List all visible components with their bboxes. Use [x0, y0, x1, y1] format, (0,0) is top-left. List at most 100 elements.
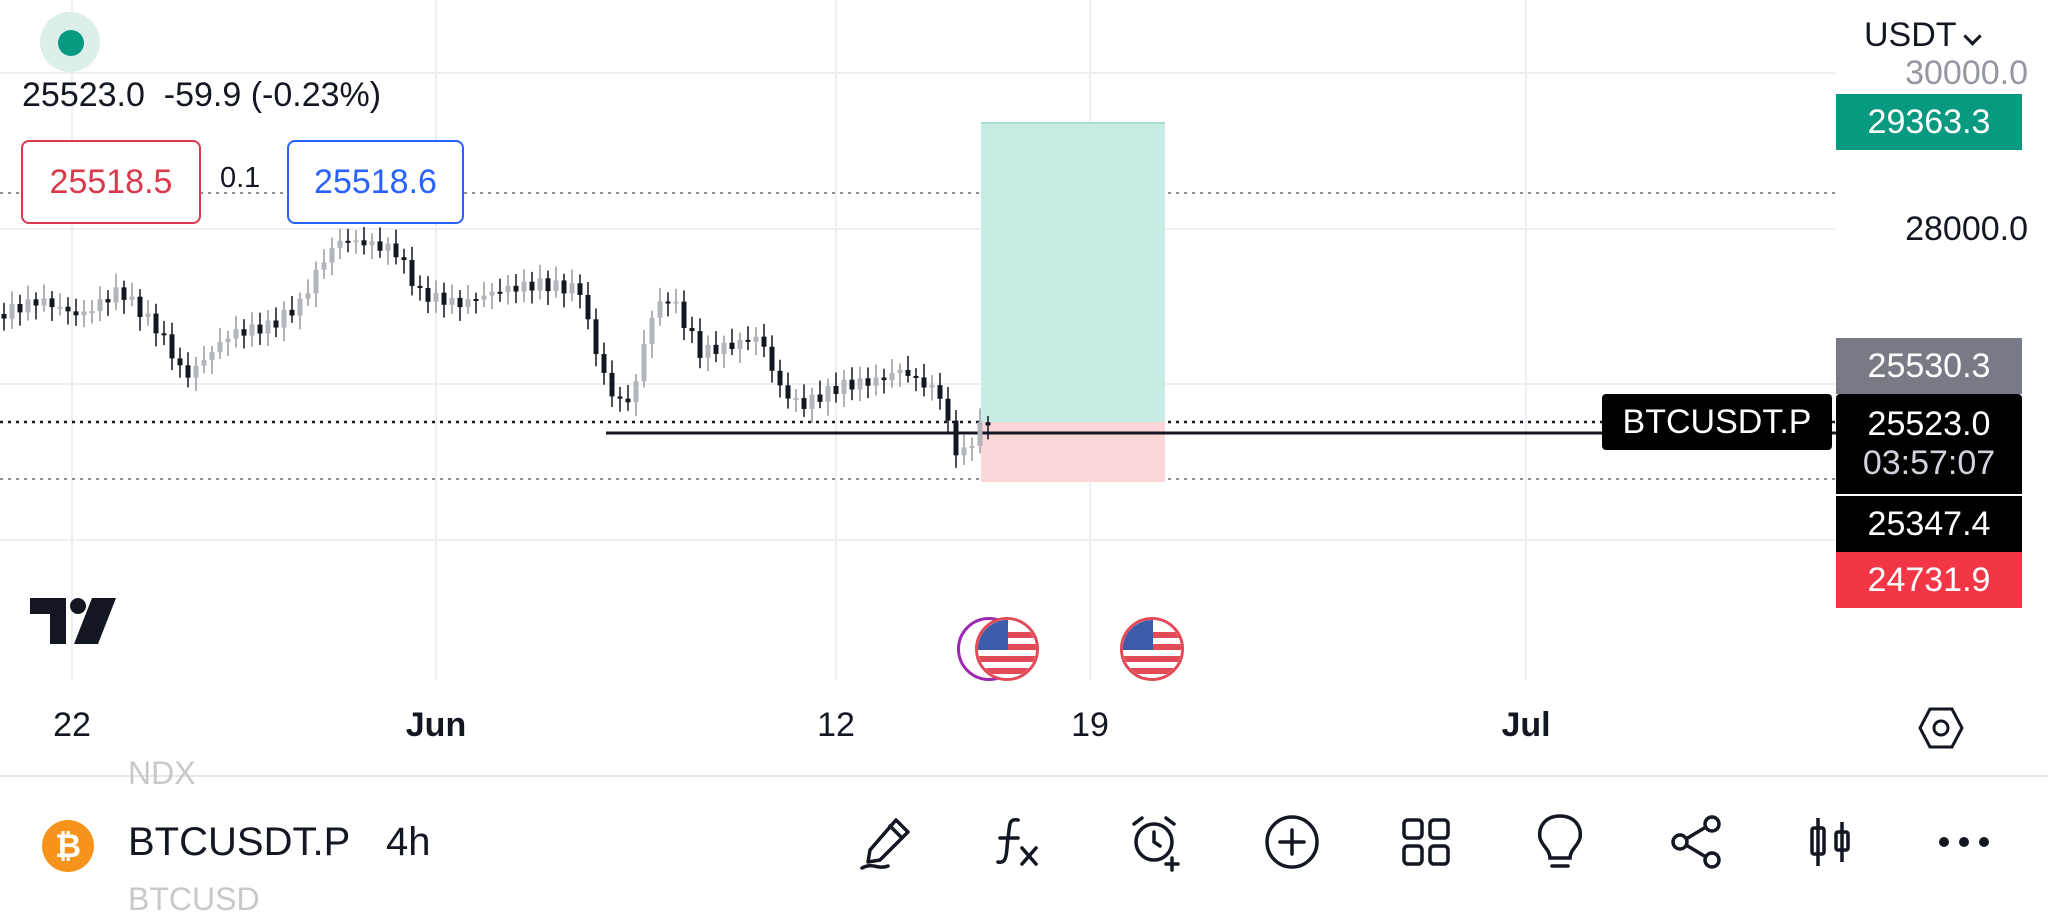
candle — [273, 320, 279, 328]
candle — [265, 320, 271, 334]
time-axis-label: 12 — [817, 706, 855, 744]
candle — [377, 241, 383, 251]
candlestick-series — [1, 226, 991, 468]
ideas-icon[interactable] — [1528, 810, 1592, 874]
candle — [905, 369, 911, 376]
candle — [369, 241, 375, 246]
candle — [489, 291, 495, 296]
more-icon[interactable] — [1932, 810, 1996, 874]
candle — [641, 343, 647, 382]
candle — [105, 299, 111, 303]
candle — [121, 287, 127, 300]
candle — [497, 291, 503, 294]
candle — [681, 301, 687, 329]
candle — [297, 298, 303, 316]
candle — [513, 285, 519, 292]
candle — [609, 372, 615, 397]
symbol-price-label: BTCUSDT.P — [1602, 394, 1832, 450]
layout-icon[interactable] — [1394, 810, 1458, 874]
indicators-icon[interactable] — [986, 810, 1050, 874]
target-price-tag: 29363.3 — [1836, 94, 2022, 150]
candle — [569, 283, 575, 294]
currency-selector[interactable]: USDT — [1864, 16, 1957, 54]
candle — [921, 377, 927, 388]
candle — [65, 306, 71, 312]
candle — [841, 379, 847, 394]
candle — [49, 298, 55, 308]
candle — [153, 313, 159, 334]
interval-button[interactable]: 4h — [386, 820, 431, 864]
candle — [657, 301, 663, 318]
candle — [889, 372, 895, 381]
chart-type-icon[interactable] — [1798, 810, 1862, 874]
add-icon[interactable] — [1260, 810, 1324, 874]
candle — [793, 398, 799, 401]
us-flag-event-icon[interactable] — [975, 617, 1039, 681]
candle — [953, 420, 959, 456]
candle — [601, 354, 607, 373]
buy-button[interactable]: 25518.6 — [287, 140, 464, 224]
alert-icon[interactable] — [1124, 810, 1188, 874]
pencil-icon[interactable] — [856, 810, 920, 874]
candle — [281, 309, 287, 328]
candle — [929, 385, 935, 388]
market-status-indicator — [40, 12, 100, 72]
candle — [41, 298, 47, 306]
candle — [697, 331, 703, 358]
candle — [97, 299, 103, 312]
candle — [401, 257, 407, 261]
candle — [1, 314, 7, 319]
time-axis-label: 19 — [1071, 706, 1109, 744]
candle — [745, 339, 751, 342]
candle — [865, 378, 871, 386]
candle — [113, 287, 119, 303]
candle — [561, 280, 567, 294]
profit-zone — [981, 122, 1165, 422]
candle — [249, 324, 255, 336]
bottom-toolbar: NDX BTCUSD — [0, 755, 2048, 917]
price-chart[interactable] — [0, 0, 2048, 775]
candle — [633, 381, 639, 403]
candle — [537, 278, 543, 291]
entry-price-tag: 25347.4 — [1836, 496, 2022, 552]
symbol-search-button[interactable]: BTCUSDT.P — [128, 820, 351, 864]
candle — [625, 398, 631, 403]
last-price-tag: 25523.0 03:57:07 — [1836, 394, 2022, 494]
candle — [161, 333, 167, 336]
candle — [913, 375, 919, 378]
status-dot-icon — [58, 30, 84, 56]
candle — [777, 370, 783, 386]
share-icon[interactable] — [1664, 810, 1728, 874]
chart-settings-icon[interactable] — [1918, 706, 1964, 755]
candle — [409, 260, 415, 286]
candle — [241, 329, 247, 336]
candle — [225, 338, 231, 343]
candle — [593, 319, 599, 355]
us-flag-event-icon[interactable] — [1120, 617, 1184, 681]
candle — [449, 297, 455, 305]
candle — [33, 299, 39, 306]
candle — [705, 344, 711, 358]
sell-button[interactable]: 25518.5 — [21, 140, 201, 224]
candle — [945, 398, 951, 421]
tradingview-logo-icon — [30, 598, 118, 649]
candle — [857, 378, 863, 390]
candle — [729, 342, 735, 350]
candle — [89, 311, 95, 314]
candle — [305, 293, 311, 299]
candle — [17, 304, 23, 313]
high-price-tag: 25530.3 — [1836, 338, 2022, 394]
candle — [433, 292, 439, 302]
candle — [577, 283, 583, 295]
candle — [257, 324, 263, 334]
candle — [233, 329, 239, 339]
candle — [441, 292, 447, 305]
candle — [801, 398, 807, 409]
candle — [649, 317, 655, 344]
chart-area[interactable]: 25523.0 -59.9 (-0.23%) 25518.5 0.1 25518… — [0, 0, 2048, 775]
time-axis-label: Jul — [1501, 706, 1551, 744]
candle — [617, 396, 623, 399]
candle — [673, 301, 679, 304]
candle — [737, 339, 743, 350]
candle — [521, 281, 527, 292]
